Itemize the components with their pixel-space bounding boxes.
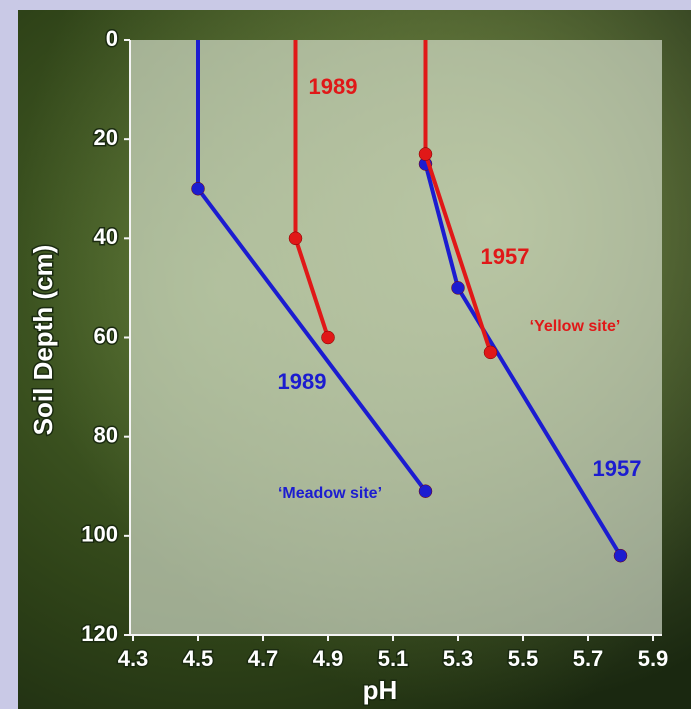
x-tick-label: 5.7 [573,646,604,671]
y-tick-label: 20 [94,125,118,150]
annotation: ‘Meadow site’ [278,485,382,502]
y-tick-label: 60 [94,323,118,348]
x-tick-label: 4.3 [118,646,149,671]
y-tick-label: 80 [94,422,118,447]
series-label: 1957 [481,244,530,269]
x-tick-label: 5.9 [638,646,669,671]
x-tick-label: 4.7 [248,646,279,671]
series-label: 1989 [278,369,327,394]
point [289,232,302,245]
y-tick-label: 100 [81,522,118,547]
point [419,485,432,498]
x-tick-label: 5.3 [443,646,474,671]
point [452,281,465,294]
y-axis-title: Soil Depth (cm) [28,245,58,436]
series-label: 1989 [309,74,358,99]
x-tick-label: 5.5 [508,646,539,671]
point [322,331,335,344]
y-tick-label: 40 [94,224,118,249]
x-axis-title: pH [363,675,398,705]
point [419,148,432,161]
point [484,346,497,359]
x-tick-label: 4.5 [183,646,214,671]
y-tick-label: 0 [106,26,118,51]
y-tick-label: 120 [81,621,118,646]
x-tick-label: 4.9 [313,646,344,671]
point [192,182,205,195]
chart: pH Soil Depth (cm) 0 20 40 60 80 100 1204.3 4.5… [0,0,691,709]
x-tick-label: 5.1 [378,646,409,671]
plot-area [130,40,662,635]
series-label: 1957 [593,456,642,481]
annotation: ‘Yellow site’ [530,318,621,335]
point [614,549,627,562]
